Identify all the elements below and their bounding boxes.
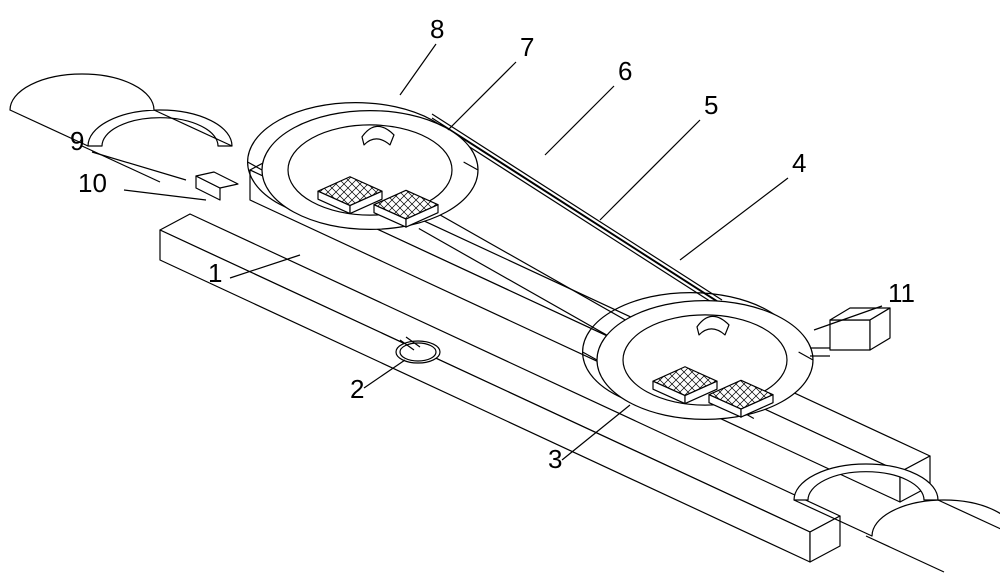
callout-2: 2 (350, 374, 364, 404)
callout-5: 5 (704, 90, 718, 120)
callout-4: 4 (792, 148, 806, 178)
callout-9: 9 (70, 126, 84, 156)
callout-7: 7 (520, 32, 534, 62)
callout-3: 3 (548, 444, 562, 474)
callout-6: 6 (618, 56, 632, 86)
callout-8: 8 (430, 14, 444, 44)
callout-1: 1 (208, 258, 222, 288)
callout-11: 11 (888, 278, 915, 308)
callout-10: 10 (78, 168, 107, 198)
